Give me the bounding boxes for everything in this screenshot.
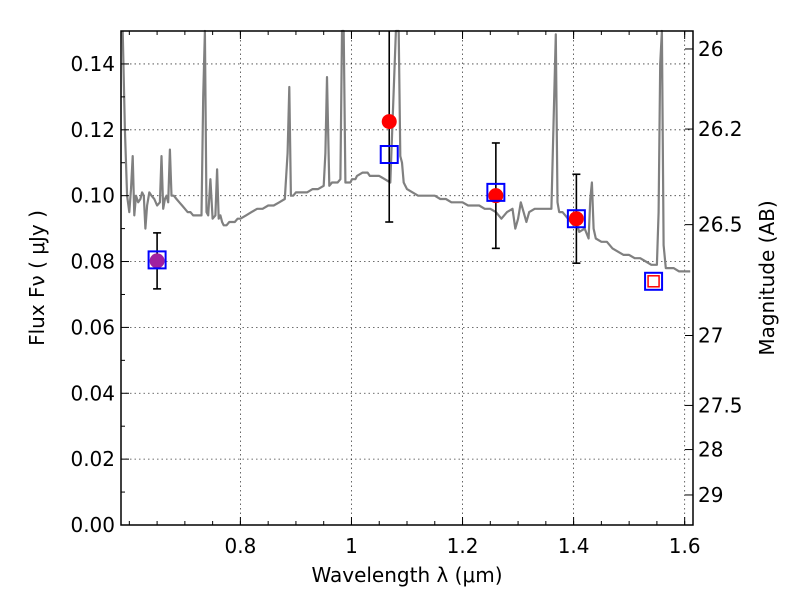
model-point xyxy=(379,145,399,164)
model-point xyxy=(566,209,586,229)
y-tick-label: 0.10 xyxy=(70,184,115,208)
y-tick-label: 0.04 xyxy=(70,381,115,405)
observed-point xyxy=(149,253,165,269)
right-tick-label: 26.2 xyxy=(698,117,743,141)
x-tick-label: 1.4 xyxy=(558,534,590,558)
y-axis-label: Flux Fν ( μJy ) xyxy=(25,210,49,346)
errorbar-layer xyxy=(153,31,581,290)
y-tick-label: 0.14 xyxy=(70,52,115,76)
x-tick-label: 0.8 xyxy=(224,534,256,558)
observed-point xyxy=(381,114,397,130)
x-tick-label: 1.6 xyxy=(669,534,701,558)
tick-labels: 0.8 1 1.2 1.4 1.6 0.00 0.02 0.04 0.06 0.08 0.10 0.1… xyxy=(70,37,742,558)
right-tick-label: 26 xyxy=(698,37,723,61)
right-tick-label: 26.5 xyxy=(698,213,743,237)
right-tick-label: 28 xyxy=(698,438,723,462)
y-tick-label: 0.00 xyxy=(70,513,115,537)
nondetection-point xyxy=(647,275,660,288)
y-tick-label: 0.02 xyxy=(70,447,115,471)
x-axis-label: Wavelength λ (μm) xyxy=(311,563,502,587)
observed-points-layer xyxy=(149,114,584,269)
y-tick-label: 0.12 xyxy=(70,118,115,142)
plot-frame xyxy=(120,30,694,526)
spectrum-layer xyxy=(121,29,691,273)
grid-lines xyxy=(121,31,693,526)
spectrum-line xyxy=(121,29,691,273)
right-tick-label: 27 xyxy=(698,323,723,347)
right-tick-label: 27.5 xyxy=(698,393,743,417)
observed-point xyxy=(488,188,504,204)
model-point xyxy=(486,182,506,202)
model-points-layer xyxy=(147,145,664,291)
x-tick-label: 1 xyxy=(345,534,358,558)
y-axis-right-label: Magnitude (AB) xyxy=(755,200,779,355)
model-point xyxy=(147,250,167,270)
x-tick-label: 1.2 xyxy=(447,534,479,558)
y-tick-label: 0.08 xyxy=(70,250,115,274)
y-tick-label: 0.06 xyxy=(70,315,115,339)
axis-ticks xyxy=(121,31,693,526)
model-point xyxy=(644,271,664,291)
observed-point xyxy=(568,211,584,227)
right-tick-label: 29 xyxy=(698,483,723,507)
